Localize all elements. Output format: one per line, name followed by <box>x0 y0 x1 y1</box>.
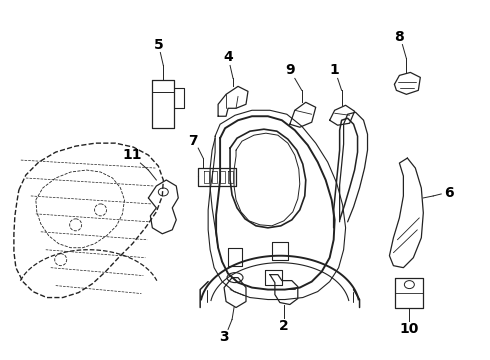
Text: 4: 4 <box>223 50 233 64</box>
Text: 7: 7 <box>188 134 198 148</box>
Text: 6: 6 <box>444 186 454 200</box>
Text: 5: 5 <box>153 37 163 51</box>
Text: 10: 10 <box>400 323 419 337</box>
Text: 2: 2 <box>279 319 289 333</box>
Text: 1: 1 <box>330 63 340 77</box>
Text: 11: 11 <box>122 148 142 162</box>
Text: 3: 3 <box>219 330 229 345</box>
Text: 9: 9 <box>285 63 294 77</box>
Text: 8: 8 <box>394 30 404 44</box>
